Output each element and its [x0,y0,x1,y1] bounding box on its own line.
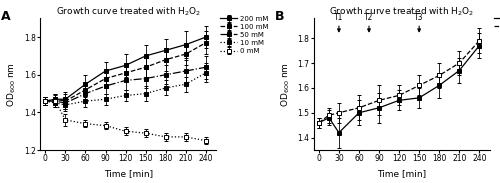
Legend: 200 mM, 100 mM, 50 mM, 10 mM, 0 mM: 200 mM, 100 mM, 50 mM, 10 mM, 0 mM [220,16,268,54]
Text: T3: T3 [414,13,424,22]
Text: T1: T1 [334,13,344,22]
Text: A: A [1,10,11,23]
Text: B: B [274,10,284,23]
X-axis label: Time [min]: Time [min] [377,169,426,178]
Text: T2: T2 [364,13,374,22]
X-axis label: Time [min]: Time [min] [104,169,153,178]
Y-axis label: OD$_{600}$ nm: OD$_{600}$ nm [6,62,18,107]
Y-axis label: OD$_{600}$ nm: OD$_{600}$ nm [280,62,292,107]
Title: Growth curve treated with H$_2$O$_2$: Growth curve treated with H$_2$O$_2$ [329,6,474,18]
Title: Growth curve treated with H$_2$O$_2$: Growth curve treated with H$_2$O$_2$ [56,6,201,18]
Legend: 10 mM, 0 mM: 10 mM, 0 mM [494,16,500,30]
